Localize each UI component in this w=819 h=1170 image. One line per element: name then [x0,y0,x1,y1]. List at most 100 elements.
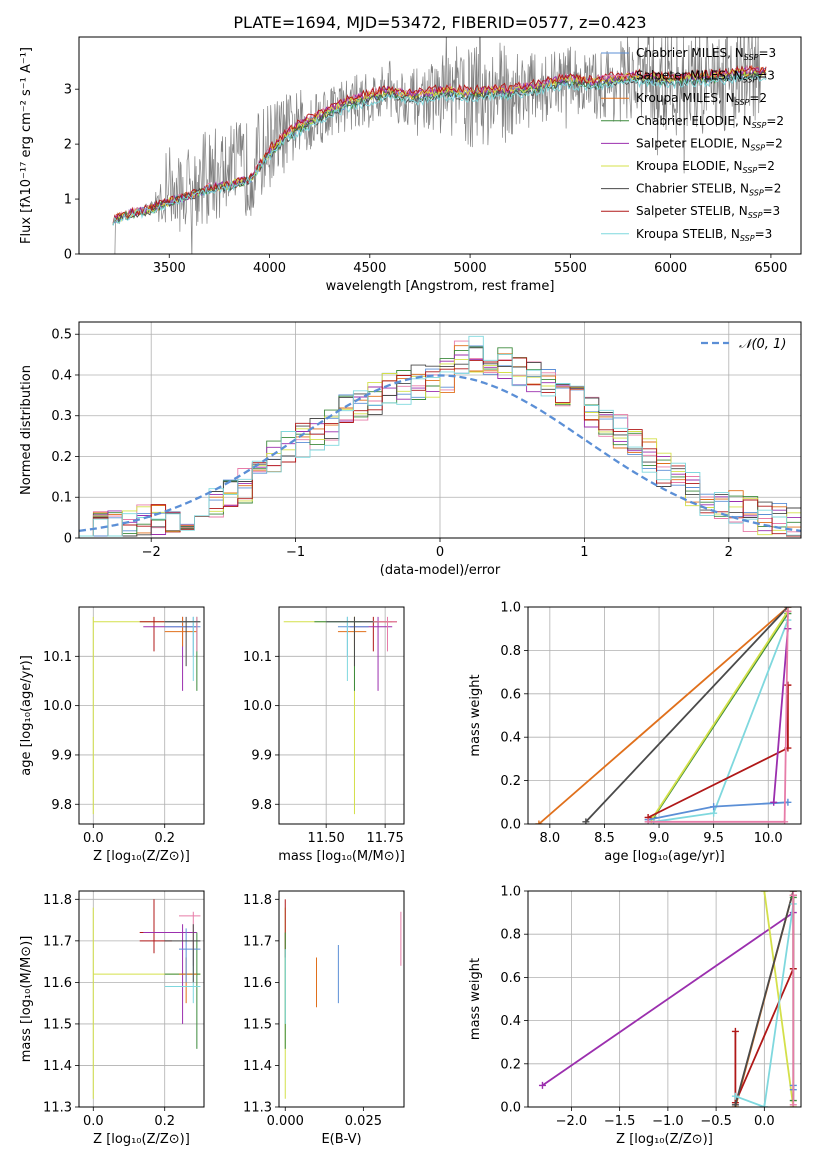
gaussian-curve [79,374,801,533]
legend-label: Salpeter ELODIE, NSSP=2 [636,136,783,152]
x-tick-label: 11.75 [367,831,404,846]
panels: 3500 4000 4500 5000 5500 6000 6500 0 1 2 3 waveleng… [19,36,802,1147]
y-tick-label: 0.6 [500,687,521,702]
weight-marker [710,809,718,817]
y-tick-label: 0.8 [500,644,521,659]
y-tick-label: 11.8 [43,893,72,908]
legend-label: Chabrier MILES, NSSP=3 [636,46,776,62]
y-tick-label: 9.9 [51,748,72,763]
panel-age-vs-Z: 0.0 0.2 9.8 9.9 10.0 10.1 Z [log₁₀(Z/Z⊙)] age [… [19,606,205,864]
weight-marker [781,818,789,824]
y-tick-label: 11.7 [243,934,272,949]
weight-marker [760,891,768,895]
x-axis-label: Z [log₁₀(Z/Z⊙)] [93,1132,190,1147]
plot-area [538,891,797,1107]
axes-frame [78,321,802,539]
legend-label: Kroupa STELIB, NSSP=3 [636,227,772,243]
weight-line [647,685,789,819]
y-tick-label: 9.9 [251,748,272,763]
weight-marker [789,1101,797,1107]
plot-area [284,899,402,1099]
y-tick-label: 0.5 [51,328,72,343]
y-tick-label: 3 [64,83,72,98]
panel-mass-vs-EBV: 0.000 0.025 11.3 11.4 11.5 11.6 11.7 11.8 E(B-V) [243,890,405,1147]
figure-title: PLATE=1694, MJD=53472, FIBERID=0577, z=0… [233,13,646,32]
legend-label: Kroupa MILES, NSSP=2 [636,91,767,107]
y-axis-label: Normed distribution [19,365,34,495]
panel-weight-vs-Z: −2.0 −1.5 −1.0 −0.5 0.0 0.0 0.2 0.4 0.6 0.8 1.0 Z [… [468,885,802,1147]
legend-label: Chabrier STELIB, NSSP=2 [636,182,781,198]
x-tick-label: 0.0 [83,1114,104,1129]
y-tick-label: 0.4 [500,1014,521,1029]
y-tick-label: 10.0 [243,699,272,714]
weight-marker [760,1103,768,1107]
x-axis-label: E(B-V) [321,1132,361,1147]
weight-line [541,911,794,1087]
y-tick-label: 11.3 [243,1101,272,1116]
x-axis-label: wavelength [Angstrom, rest frame] [326,279,555,294]
weight-line [538,607,789,824]
x-tick-label: 0 [436,545,444,560]
plot-area [112,37,767,254]
weight-line [650,610,789,821]
x-tick-label: 8.0 [539,831,560,846]
y-tick-label: 1 [64,193,72,208]
y-tick-label: 11.3 [43,1101,72,1116]
model-spectrum-line [112,68,767,225]
axes-frame [78,36,802,255]
y-tick-label: 1.0 [500,885,521,900]
axes-frame [527,606,802,825]
panel-age-vs-mass: 11.50 11.75 9.8 9.9 10.0 10.1 mass [log₁₀(M/M⊙… [243,606,405,864]
x-tick-label: 0.025 [345,1114,382,1129]
axes-frame [278,606,405,825]
x-tick-label: 3500 [153,261,186,276]
weight-marker [710,803,718,811]
legend-label: Kroupa ELODIE, NSSP=2 [636,159,775,175]
y-axis-label: Flux [fλ10⁻¹⁷ erg cm⁻² s⁻¹ A⁻¹] [19,47,34,244]
x-axis-label: Z [log₁₀(Z/Z⊙)] [616,1132,713,1147]
y-tick-label: 9.8 [251,798,272,813]
model-spectrum-line [112,70,767,226]
weight-marker [535,820,543,824]
x-axis-label: age [log₁₀(age/yr)] [604,849,725,864]
y-axis-label: age [log₁₀(age/yr)] [19,655,34,776]
plot-area [535,607,792,824]
axes-frame [278,890,405,1108]
weight-line [647,801,788,821]
x-tick-label: −1 [286,545,305,560]
y-tick-label: 0.6 [500,971,521,986]
y-tick-label: 0.3 [51,409,72,424]
x-tick-label: 0.000 [267,1114,304,1129]
x-tick-label: 11.50 [308,831,345,846]
y-tick-label: 0.4 [51,368,72,383]
x-tick-label: 5500 [554,261,587,276]
x-tick-label: 0.2 [154,1114,175,1129]
y-tick-label: 0.2 [51,450,72,465]
x-tick-label: 0.2 [154,831,175,846]
weight-line [585,607,789,823]
weight-marker [538,1081,546,1089]
y-tick-label: 10.1 [243,650,272,665]
y-tick-label: 0.0 [500,1101,521,1116]
x-axis-label: (data-model)/error [380,563,501,578]
legend-label: 𝒩(0, 1) [739,337,786,352]
y-tick-label: 0.4 [500,731,521,746]
weight-marker [582,818,590,824]
y-tick-label: 11.4 [243,1059,272,1074]
x-tick-label: −1.5 [604,1114,636,1129]
legend-label: Salpeter STELIB, NSSP=3 [636,204,780,220]
axes-frame [78,606,205,825]
axes-frame [78,890,205,1108]
x-tick-label: 5000 [454,261,487,276]
y-tick-label: 0.0 [500,818,521,833]
x-tick-label: 0.0 [83,831,104,846]
model-spectrum-line [112,74,767,226]
x-tick-label: 1 [580,545,588,560]
y-tick-label: 0 [64,248,72,263]
y-tick-label: 0.2 [500,774,521,789]
plot-area [283,616,397,815]
weight-marker [789,891,797,899]
x-tick-label: −2 [142,545,161,560]
weight-line [735,903,795,1107]
x-tick-label: 9.0 [649,831,670,846]
